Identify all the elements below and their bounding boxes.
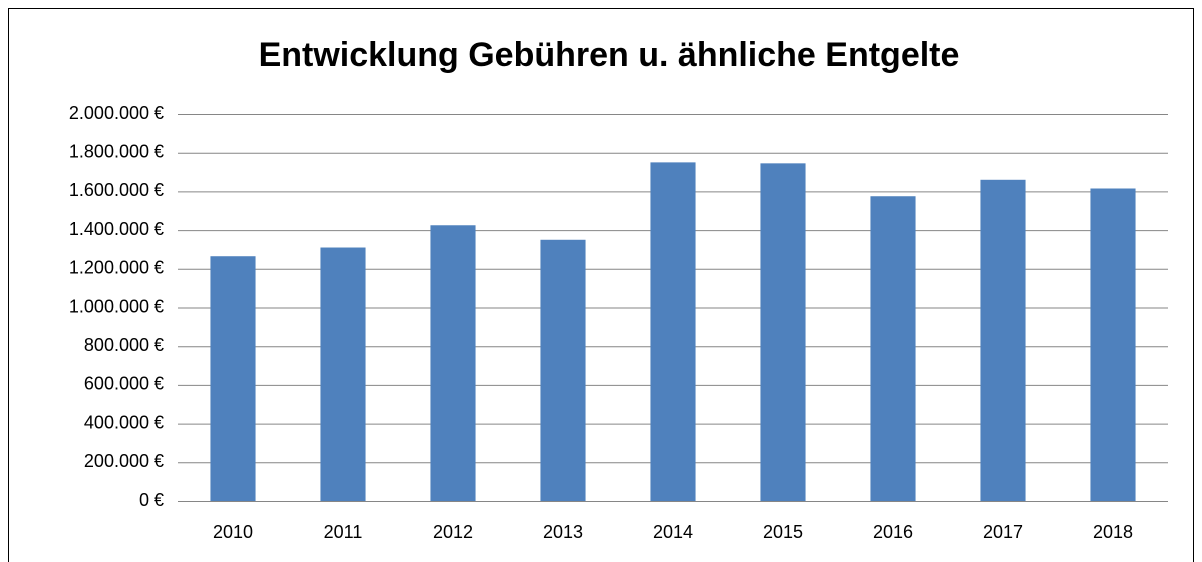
x-tick-label: 2012: [433, 522, 473, 542]
bar: [870, 196, 916, 502]
x-tick-label: 2013: [543, 522, 583, 542]
bar: [540, 239, 586, 501]
x-tick-label: 2015: [763, 522, 803, 542]
bar: [210, 256, 256, 501]
y-tick-label: 400.000 €: [84, 412, 164, 432]
bar: [430, 225, 476, 501]
y-tick-label: 1.200.000 €: [69, 258, 164, 278]
bar: [650, 162, 696, 501]
bar: [320, 247, 366, 501]
y-tick-label: 1.800.000 €: [69, 141, 164, 161]
y-tick-label: 800.000 €: [84, 335, 164, 355]
y-tick-label: 0 €: [139, 490, 164, 510]
x-tick-label: 2016: [873, 522, 913, 542]
chart-title: Entwicklung Gebühren u. ähnliche Entgelt…: [259, 36, 960, 74]
y-tick-label: 600.000 €: [84, 374, 164, 394]
chart-border: [8, 8, 1194, 562]
x-tick-label: 2017: [983, 522, 1023, 542]
y-tick-label: 2.000.000 €: [69, 103, 164, 123]
x-tick-label: 2010: [213, 522, 253, 542]
y-tick-label: 1.400.000 €: [69, 219, 164, 239]
x-tick-label: 2011: [324, 522, 363, 542]
x-tick-label: 2014: [653, 522, 693, 542]
x-tick-label: 2018: [1093, 522, 1133, 542]
bar: [1090, 188, 1136, 501]
bar: [760, 163, 806, 501]
y-tick-label: 1.600.000 €: [69, 180, 164, 200]
y-tick-label: 200.000 €: [84, 451, 164, 471]
bar: [980, 179, 1026, 502]
y-tick-label: 1.000.000 €: [69, 296, 164, 316]
